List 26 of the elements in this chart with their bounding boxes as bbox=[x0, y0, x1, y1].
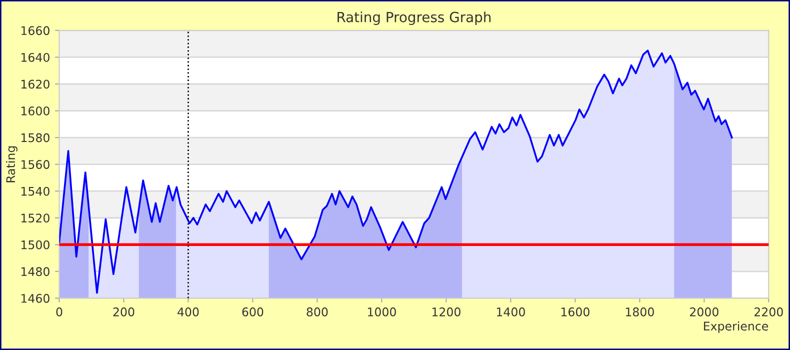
x-tick-label: 1000 bbox=[368, 307, 396, 316]
x-axis-title: Experience bbox=[704, 321, 768, 333]
y-tick-label: 1540 bbox=[21, 186, 50, 196]
x-tick-label: 1400 bbox=[496, 307, 525, 316]
y-tick-label: 1620 bbox=[21, 80, 50, 89]
x-tick-label: 1200 bbox=[432, 307, 460, 316]
y-tick-label: 1560 bbox=[21, 160, 50, 169]
y-tick-label: 1520 bbox=[21, 214, 50, 223]
x-tick-label: 200 bbox=[113, 307, 134, 316]
x-tick-label: 600 bbox=[242, 307, 264, 316]
y-tick-label: 1600 bbox=[21, 106, 50, 116]
y-tick-label: 1580 bbox=[21, 133, 50, 142]
x-tick-label: 2200 bbox=[754, 307, 783, 316]
x-tick-label: 800 bbox=[306, 307, 328, 316]
x-tick-label: 1800 bbox=[626, 307, 654, 316]
y-tick-label: 1460 bbox=[21, 294, 50, 303]
chart-title: Rating Progress Graph bbox=[338, 12, 491, 26]
y-tick-label: 1660 bbox=[21, 26, 50, 36]
y-axis-title: Rating bbox=[6, 146, 18, 182]
y-tick-label: 1500 bbox=[21, 240, 50, 250]
x-tick-label: 400 bbox=[178, 307, 199, 316]
y-tick-label: 1480 bbox=[21, 267, 50, 276]
x-tick-label: 2000 bbox=[690, 307, 718, 316]
x-tick-label: 0 bbox=[56, 307, 62, 316]
y-tick-label: 1640 bbox=[21, 52, 50, 62]
x-tick-label: 1600 bbox=[561, 307, 590, 316]
